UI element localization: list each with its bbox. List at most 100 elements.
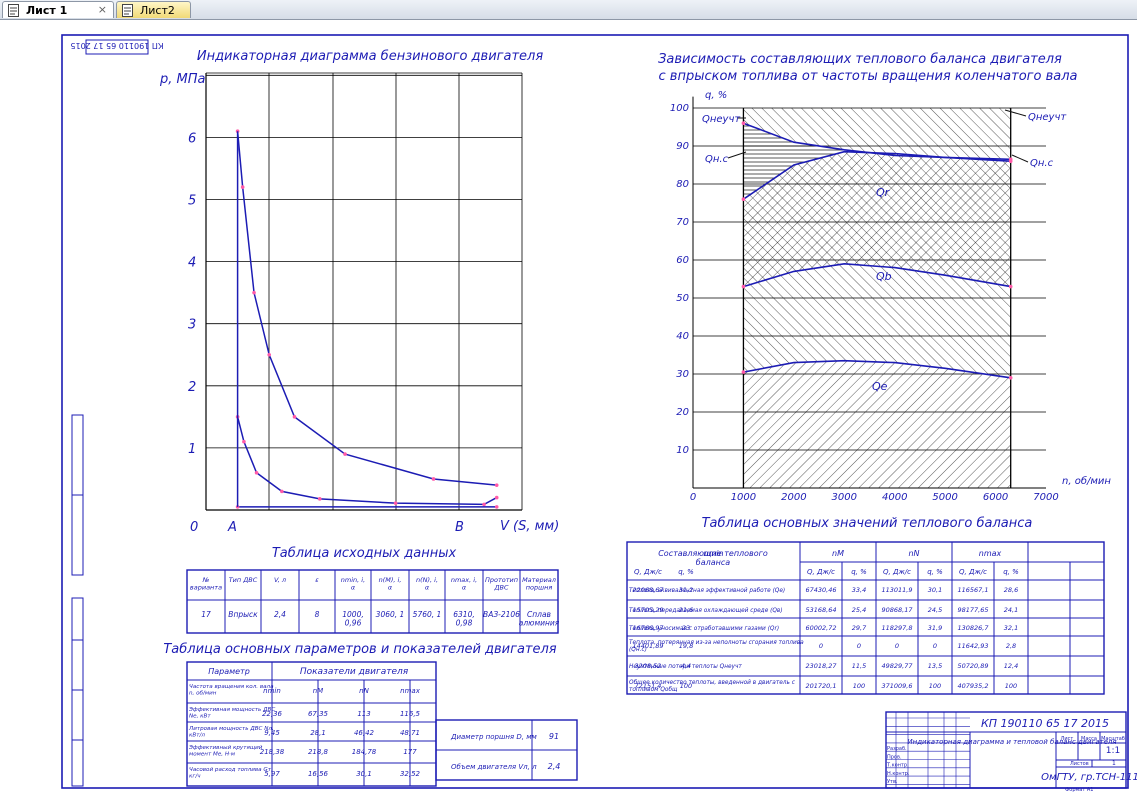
tab-sheet-1-label: Лист 1	[26, 3, 68, 17]
side-stamp-bottom	[71, 597, 84, 787]
params-cell: 67,35	[308, 710, 329, 718]
indicator-ytick: 6	[188, 131, 196, 146]
source-data-cell: 17	[201, 610, 211, 619]
drawing-svg: КП 190110 65 17 2015 Индикаторная диагра…	[61, 34, 1137, 793]
indicator-point	[494, 505, 499, 509]
drawing-canvas[interactable]: КП 190110 65 17 2015 Индикаторная диагра…	[0, 19, 1137, 793]
balance-group-header: nmin	[703, 549, 723, 558]
tb-format: Формат А1	[1065, 787, 1093, 793]
heat-point	[1008, 157, 1013, 162]
heat-ytick: 90	[676, 141, 689, 152]
params-row-name: Литровая мощность ДВС Nл, кВт/л	[188, 726, 274, 739]
indicator-curve-1	[236, 416, 498, 506]
qe-label: Qe	[872, 380, 888, 393]
indicator-point	[482, 502, 486, 507]
close-icon[interactable]: ×	[97, 3, 107, 16]
balance-cell: 407935,2	[957, 682, 988, 690]
heat-point	[741, 370, 746, 374]
indicator-point	[242, 439, 246, 444]
indicator-ytick: 4	[188, 256, 196, 271]
balance-sub-header: q, %	[927, 568, 943, 576]
balance-cell: 50720,89	[957, 662, 988, 670]
heat-point	[741, 197, 746, 201]
tb-drawing-name: Индикаторная диаграмма и тепловой баланс…	[907, 738, 1116, 746]
balance-cell: 0	[933, 642, 937, 650]
balance-cell: 14401,89	[632, 642, 663, 650]
heat-xtick: 7000	[1033, 492, 1058, 503]
balance-sub-header: Q, Дж/с	[807, 568, 835, 576]
indicator-point	[267, 352, 272, 357]
balance-cell: 32,1	[1004, 624, 1018, 632]
params-cell: 218,8	[308, 748, 329, 756]
balance-cell: 12,4	[1004, 662, 1018, 670]
params-cell: 5,97	[264, 770, 280, 778]
heat-title-line2: с впрыском топлива от частоты вращения к…	[659, 69, 1078, 84]
balance-cell: 67430,46	[805, 586, 836, 594]
drawing-sheet-icon	[7, 3, 20, 17]
tb-organization: ОмГТУ, гр.ТСН-111	[1041, 772, 1137, 783]
heat-ylabel: q, %	[705, 90, 727, 101]
balance-cell: 31,2	[679, 586, 693, 594]
sheet-tabbar: Лист 1 × Лист2	[0, 0, 1137, 20]
heat-xtick: 1000	[731, 492, 756, 503]
balance-sub-header: Q, Дж/с	[634, 568, 662, 576]
balance-cell: 29,7	[852, 624, 867, 632]
heat-point	[1008, 376, 1013, 380]
indicator-ytick: 3	[188, 318, 196, 333]
source-data-cell: 1000, 0,96	[342, 610, 363, 628]
heat-ytick: 100	[670, 103, 689, 114]
params-col-header: nmin	[263, 687, 281, 695]
params-cell: 22,36	[262, 710, 283, 718]
tb-mass-header: Масса	[1081, 736, 1097, 742]
indicator-ytick: 2	[188, 380, 196, 395]
qr-label: Qr	[876, 186, 891, 199]
indicator-curve-0	[236, 131, 497, 486]
balance-cell: 49829,77	[881, 662, 913, 670]
title-block-code: КП 190110 65 17 2015	[981, 717, 1109, 730]
indicator-point	[252, 290, 256, 295]
indicator-point	[431, 477, 436, 481]
stamp-box	[85, 39, 149, 55]
balance-cell: 116567,1	[957, 586, 988, 594]
balance-cell: 16766,97	[632, 624, 664, 632]
balance-cell: 371009,6	[881, 682, 912, 690]
balance-sub-header: Q, Дж/с	[959, 568, 987, 576]
heat-series-qн.с	[743, 122, 1011, 161]
params-cell: 16,56	[308, 770, 329, 778]
balance-cell: 31,9	[928, 624, 942, 632]
source-data-cell: 2,4	[274, 610, 286, 619]
params-cell: 218,38	[260, 748, 285, 756]
heat-xtick: 3000	[832, 492, 857, 503]
params-cell: 116,5	[400, 710, 421, 718]
params-cell: 28,1	[310, 729, 326, 737]
source-header-cell: V, л	[274, 576, 286, 584]
qneuch-area	[743, 108, 1011, 160]
source-data-cell: 3060, 1	[376, 610, 405, 619]
balance-cell: 100	[680, 682, 692, 690]
drawing-sheet-icon	[121, 3, 134, 17]
params-row-name: Эффективная мощность ДВС Ne, кВт	[188, 707, 275, 720]
balance-cell: 11,5	[852, 662, 866, 670]
heat-series-qe	[743, 359, 1011, 379]
indicator-ytick: 5	[188, 194, 196, 209]
source-header-cell: n(M), i, α	[379, 576, 402, 592]
balance-cell: 118297,8	[881, 624, 912, 632]
source-data-cell: 5760, 1	[413, 610, 442, 619]
tab-sheet-1[interactable]: Лист 1 ×	[2, 1, 114, 18]
params-cell: 48,71	[400, 729, 420, 737]
source-header-cell: ε	[315, 576, 319, 584]
params-cell: 177	[403, 748, 417, 756]
balance-cell: 0	[895, 642, 899, 650]
heat-xtick: 6000	[983, 492, 1008, 503]
tb-sheets-header: Листов	[1070, 761, 1089, 767]
balance-cell: 0	[819, 642, 823, 650]
heat-ytick: 30	[676, 369, 689, 380]
tab-sheet-2[interactable]: Лист2	[116, 1, 191, 18]
heat-xtick: 5000	[932, 492, 957, 503]
balance-cell: 24,5	[928, 606, 942, 614]
balance-cell: 23	[682, 624, 690, 632]
balance-cell: 72151,4	[635, 682, 662, 690]
indicator-title: Индикаторная диаграмма бензинового двига…	[197, 49, 543, 64]
indicator-point	[240, 185, 245, 189]
heat-point	[741, 284, 746, 289]
